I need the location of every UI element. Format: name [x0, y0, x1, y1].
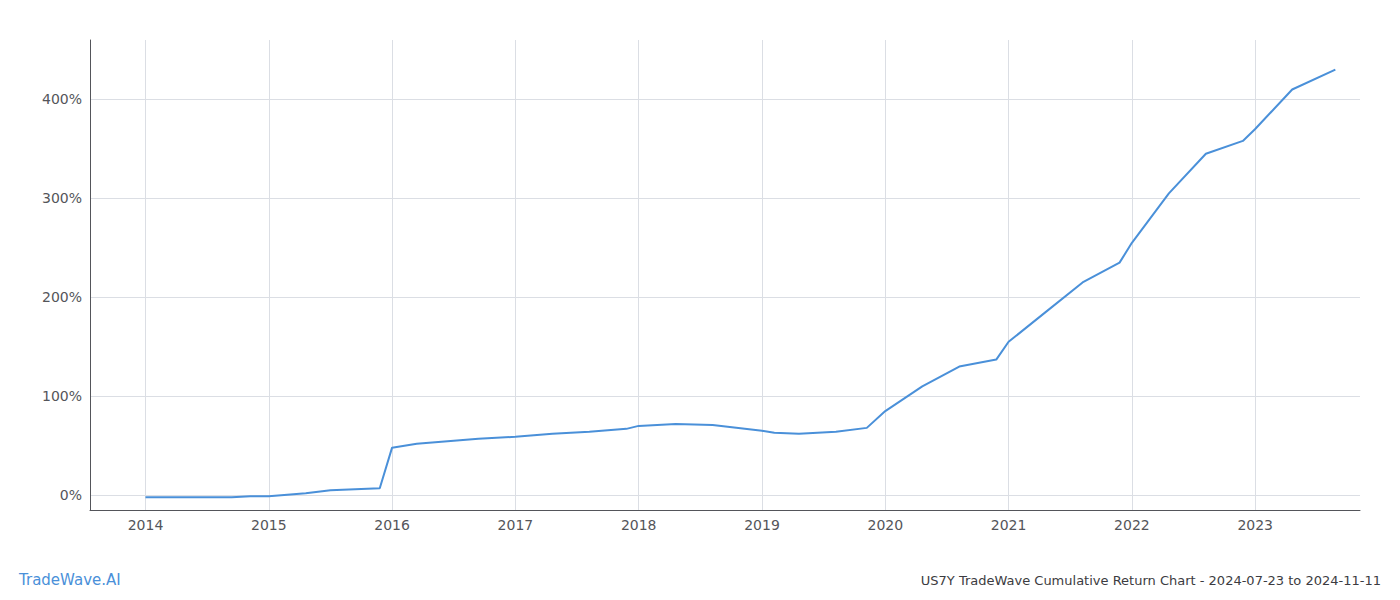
- svg-text:2020: 2020: [867, 517, 903, 533]
- svg-text:TradeWave.AI: TradeWave.AI: [18, 571, 121, 589]
- svg-text:100%: 100%: [42, 388, 82, 404]
- svg-text:0%: 0%: [60, 487, 82, 503]
- svg-text:2018: 2018: [621, 517, 657, 533]
- svg-text:2015: 2015: [251, 517, 287, 533]
- svg-text:2017: 2017: [498, 517, 534, 533]
- svg-text:2023: 2023: [1237, 517, 1273, 533]
- svg-text:2014: 2014: [128, 517, 164, 533]
- svg-text:2021: 2021: [991, 517, 1027, 533]
- svg-text:400%: 400%: [42, 91, 82, 107]
- svg-text:300%: 300%: [42, 190, 82, 206]
- svg-text:US7Y TradeWave Cumulative Retu: US7Y TradeWave Cumulative Return Chart -…: [921, 573, 1381, 588]
- svg-text:2019: 2019: [744, 517, 780, 533]
- svg-text:2016: 2016: [374, 517, 410, 533]
- svg-text:2022: 2022: [1114, 517, 1150, 533]
- svg-text:200%: 200%: [42, 289, 82, 305]
